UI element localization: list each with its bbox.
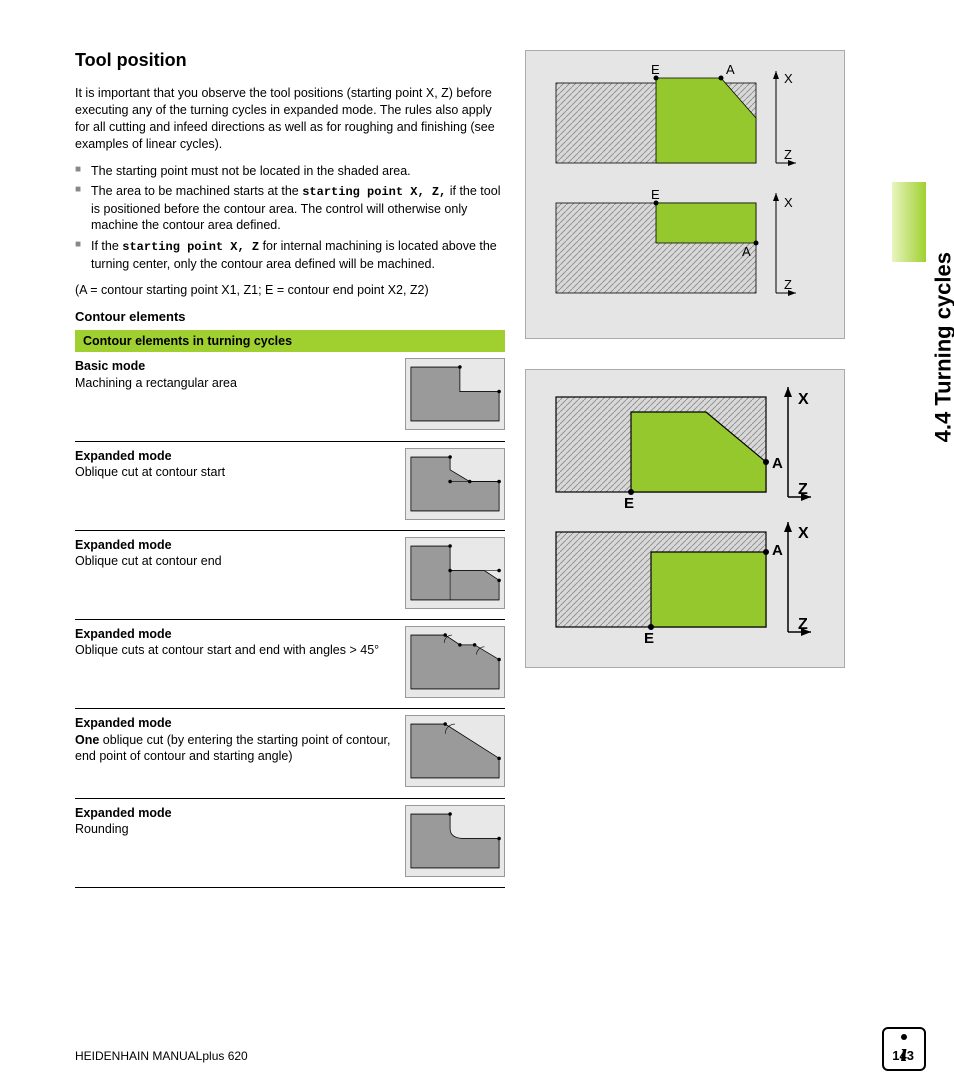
bullet-item: If the starting point X, Z for internal … [75, 238, 505, 272]
section-label: 4.4 Turning cycles [930, 252, 954, 442]
svg-text:X: X [798, 391, 809, 408]
table-row-thumb [395, 709, 505, 798]
table-row-text: Expanded modeOblique cut at contour end [75, 530, 395, 619]
svg-text:A: A [772, 542, 783, 559]
bullet-list: The starting point must not be located i… [75, 163, 505, 273]
figure-2: E A X Z E A X Z [525, 369, 845, 668]
svg-text:X: X [798, 525, 809, 542]
bullet-item: The starting point must not be located i… [75, 163, 505, 180]
note-line: (A = contour starting point X1, Z1; E = … [75, 282, 505, 299]
figure-1: E A X Z E A X Z [525, 50, 845, 339]
svg-text:A: A [772, 455, 783, 472]
svg-text:A: A [726, 63, 735, 77]
svg-text:Z: Z [784, 277, 792, 292]
table-row-thumb [395, 798, 505, 887]
intro-paragraph: It is important that you observe the too… [75, 85, 505, 153]
figure-column: E A X Z E A X Z E A X Z E [525, 50, 845, 888]
svg-text:X: X [784, 71, 793, 86]
table-row-text: Basic modeMachining a rectangular area [75, 352, 395, 441]
svg-text:Z: Z [798, 616, 808, 633]
svg-text:E: E [644, 630, 654, 647]
table-row-thumb [395, 352, 505, 441]
page-title: Tool position [75, 50, 505, 71]
page-footer: HEIDENHAIN MANUALplus 620 143 [75, 1048, 914, 1063]
svg-text:Z: Z [798, 481, 808, 498]
svg-text:Z: Z [784, 147, 792, 162]
contour-table: Contour elements in turning cycles Basic… [75, 330, 505, 888]
svg-text:E: E [651, 187, 660, 202]
footer-product: HEIDENHAIN MANUALplus 620 [75, 1049, 248, 1063]
main-text-column: Tool position It is important that you o… [75, 50, 505, 888]
table-row-thumb [395, 620, 505, 709]
svg-text:X: X [784, 195, 793, 210]
svg-text:E: E [651, 63, 660, 77]
table-row-text: Expanded modeOne oblique cut (by enterin… [75, 709, 395, 798]
contour-heading: Contour elements [75, 309, 505, 324]
table-row-text: Expanded modeOblique cut at contour star… [75, 441, 395, 530]
bullet-item: The area to be machined starts at the st… [75, 183, 505, 234]
table-row-thumb [395, 530, 505, 619]
table-header: Contour elements in turning cycles [75, 330, 505, 352]
table-row-text: Expanded modeRounding [75, 798, 395, 887]
info-icon: ı [882, 1027, 926, 1071]
side-tab: 4.4 Turning cycles [890, 52, 926, 282]
svg-text:E: E [624, 495, 634, 512]
table-row-text: Expanded modeOblique cuts at contour sta… [75, 620, 395, 709]
svg-text:A: A [742, 244, 751, 259]
table-row-thumb [395, 441, 505, 530]
